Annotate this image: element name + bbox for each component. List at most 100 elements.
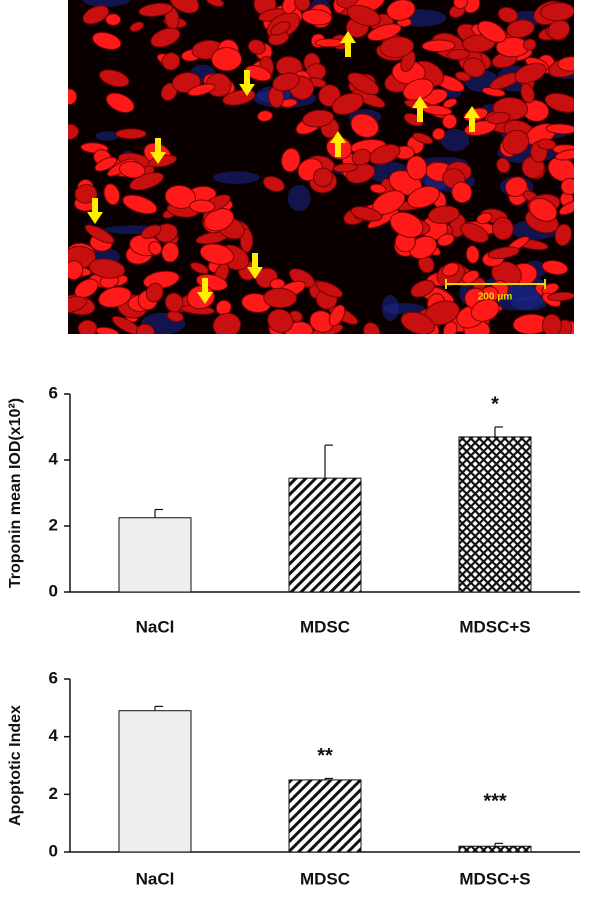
- micro-cell: [95, 326, 120, 334]
- micro-cell: [68, 88, 78, 106]
- micro-cell: [74, 184, 98, 204]
- micro-cell: [369, 183, 387, 194]
- micro-cell: [138, 2, 174, 17]
- x-tick-label: MDSC: [300, 617, 350, 636]
- x-tick-label: NaCl: [136, 869, 175, 888]
- micro-cell: [470, 298, 500, 322]
- micro-cell: [148, 241, 162, 256]
- micro-cell: [301, 8, 333, 26]
- micro-cell: [68, 123, 80, 140]
- micro-cell: [523, 38, 537, 51]
- micro-cell: [447, 48, 470, 61]
- micro-stain: [95, 131, 120, 141]
- micro-cell: [442, 113, 458, 130]
- significance-marker: **: [317, 745, 333, 767]
- micro-cell: [105, 13, 122, 26]
- scale-bar-label: 200 μm: [478, 292, 513, 303]
- micro-cell: [496, 157, 511, 174]
- micro-cell: [514, 62, 547, 84]
- micro-cell: [135, 323, 155, 334]
- bar: [288, 477, 362, 593]
- y-tick-label: 2: [49, 784, 58, 803]
- micro-cell: [369, 144, 401, 165]
- micro-cell: [407, 185, 440, 209]
- arrow: [87, 198, 103, 224]
- micro-cell: [400, 311, 436, 334]
- y-tick-label: 4: [49, 726, 59, 745]
- micro-cell: [331, 92, 364, 115]
- micro-stain: [287, 184, 311, 212]
- x-tick-label: MDSC: [300, 869, 350, 888]
- micro-cell: [88, 258, 126, 279]
- micro-cell: [115, 128, 147, 140]
- scale-bar: 200 μm: [445, 279, 546, 303]
- micro-cell: [84, 224, 115, 244]
- y-axis-label: Troponin mean IOD(x10²): [7, 398, 24, 588]
- micro-cell: [421, 39, 456, 53]
- micro-cell: [92, 31, 122, 51]
- arrow: [247, 253, 263, 279]
- micro-cell: [487, 246, 520, 260]
- micro-cell: [544, 92, 574, 113]
- micro-cell: [333, 163, 359, 173]
- micro-cell: [442, 98, 458, 109]
- micro-cell: [161, 241, 180, 263]
- micro-cell: [129, 172, 164, 191]
- micro-cell: [451, 181, 473, 204]
- micro-cell: [462, 0, 481, 14]
- micro-cell: [98, 286, 132, 308]
- micro-cell: [547, 19, 571, 41]
- micro-cell: [541, 259, 569, 276]
- arrow: [330, 131, 346, 157]
- micro-cell: [212, 312, 241, 334]
- micro-cell: [453, 0, 468, 10]
- micro-cell: [247, 39, 266, 55]
- micro-cell: [94, 156, 118, 172]
- significance-marker: *: [491, 393, 499, 415]
- micro-cell: [454, 71, 471, 82]
- micro-cell: [211, 46, 243, 72]
- bar: [458, 436, 532, 593]
- micro-cell: [540, 2, 574, 22]
- micro-cell: [99, 69, 130, 88]
- micro-cell: [267, 308, 294, 333]
- micro-cell: [408, 235, 438, 260]
- micro-cell: [68, 296, 88, 314]
- micro-cell: [262, 175, 285, 193]
- micro-cell: [379, 36, 415, 58]
- micro-cell: [105, 92, 135, 113]
- micro-cell: [410, 279, 435, 298]
- micro-cell: [122, 194, 158, 215]
- micro-cell: [68, 260, 84, 281]
- micro-cell: [412, 132, 434, 145]
- micro-cell: [347, 72, 380, 96]
- bar: [288, 779, 362, 853]
- micro-cell: [477, 20, 507, 43]
- micro-cell: [537, 138, 557, 150]
- y-tick-label: 4: [49, 449, 59, 468]
- y-axis-label: Apoptotic Index: [7, 705, 24, 826]
- micro-cell: [161, 52, 181, 71]
- x-tick-label: MDSC+S: [459, 869, 530, 888]
- micro-cell: [294, 0, 311, 11]
- micro-cell: [312, 167, 333, 188]
- micro-cell: [280, 147, 301, 173]
- micro-cell: [164, 184, 196, 209]
- arrow: [412, 96, 428, 122]
- micro-cell: [270, 21, 291, 36]
- micro-cell: [406, 155, 428, 181]
- micro-stain: [440, 128, 470, 152]
- micro-cell: [199, 243, 235, 265]
- micro-cell: [504, 176, 528, 198]
- micro-cell: [256, 110, 273, 122]
- arrow: [464, 106, 480, 132]
- micro-cell: [169, 0, 200, 14]
- micro-cell: [441, 262, 460, 277]
- bar: [118, 710, 192, 853]
- micro-stain: [83, 0, 130, 7]
- micro-cell: [431, 127, 446, 141]
- micro-cell: [558, 200, 574, 216]
- micro-cell: [350, 206, 383, 222]
- y-tick-label: 6: [49, 383, 58, 402]
- micro-cell: [460, 222, 489, 243]
